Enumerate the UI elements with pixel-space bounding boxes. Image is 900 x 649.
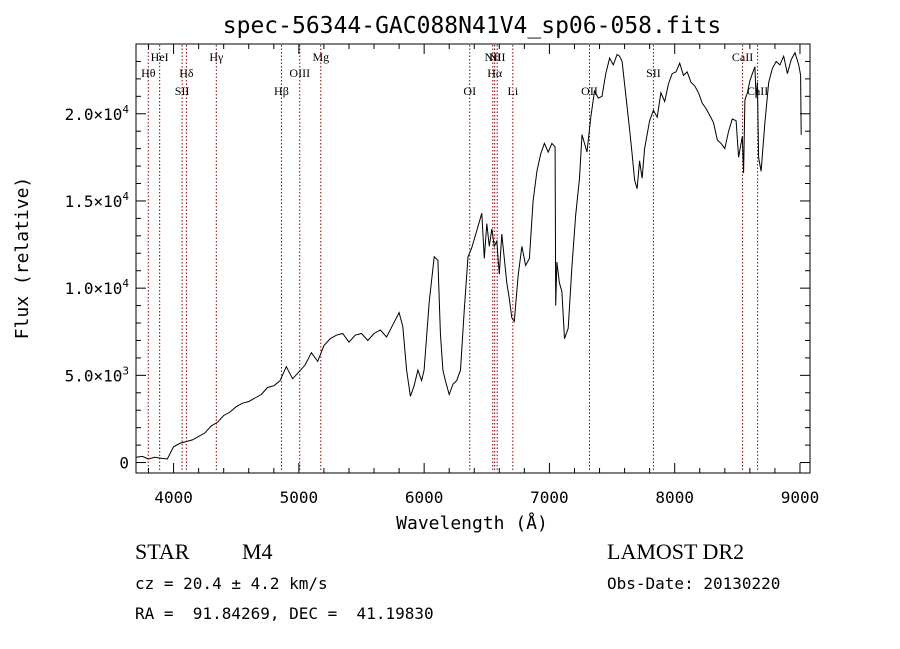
spectrum-series-line xyxy=(135,51,802,460)
spectral-line-label-4: Hγ xyxy=(209,50,224,64)
spectral-line-label-12: Li xyxy=(508,84,519,98)
y-tick-label: 1.5×104 xyxy=(65,190,130,211)
x-tick-label: 6000 xyxy=(405,488,444,507)
y-axis-ticks: 0 5.0×103 1.0×104 1.5×104 2.0×104 xyxy=(65,43,810,473)
x-tick-label: 7000 xyxy=(530,488,569,507)
spectral-line-label-1: HeI xyxy=(151,50,169,64)
survey-name: LAMOST DR2 xyxy=(607,539,745,564)
plot-area xyxy=(135,43,811,474)
spectral-line-markers xyxy=(147,45,759,472)
spectral-line-label-7: Mg xyxy=(312,50,329,64)
x-tick-label: 9000 xyxy=(781,488,820,507)
object-subclass: M4 xyxy=(242,539,273,564)
spectral-line-label-8: OI xyxy=(463,84,476,98)
spectral-line-label-11: NII xyxy=(489,50,506,64)
x-tick-label: 8000 xyxy=(655,488,694,507)
chart-title: spec-56344-GAC088N41V4_sp06-058.fits xyxy=(223,13,722,39)
spectral-line-label-14: SII xyxy=(646,66,661,80)
spectral-line-label-3: Hδ xyxy=(179,66,194,80)
spectral-line-label-10: Hα xyxy=(487,66,503,80)
spectral-line-label-5: Hβ xyxy=(274,84,289,98)
y-tick-label: 5.0×103 xyxy=(65,364,129,385)
plot-frame xyxy=(135,43,811,474)
y-axis-label: Flux (relative) xyxy=(12,177,33,340)
x-tick-label: 4000 xyxy=(154,488,193,507)
spectral-line-label-0: Hθ xyxy=(141,66,156,80)
x-axis-label: Wavelength (Å) xyxy=(396,512,548,534)
redshift-velocity: cz = 20.4 ± 4.2 km/s xyxy=(135,574,328,593)
spectral-line-label-2: SII xyxy=(175,84,190,98)
sky-coordinates: RA = 91.84269, DEC = 41.19830 xyxy=(135,604,434,623)
observation-date: Obs-Date: 20130220 xyxy=(607,574,781,593)
spectral-line-label-15: CaII xyxy=(732,50,753,64)
x-tick-label: 5000 xyxy=(280,488,319,507)
y-tick-label: 1.0×104 xyxy=(65,277,130,298)
y-tick-label: 2.0×104 xyxy=(65,103,130,124)
y-tick-label: 0 xyxy=(119,454,129,473)
spectral-line-label-9: NII xyxy=(484,50,501,64)
spectral-line-label-13: OII xyxy=(581,84,598,98)
x-axis-ticks: 4000 5000 6000 7000 8000 9000 xyxy=(148,44,820,507)
object-class: STAR xyxy=(135,539,190,564)
spectral-line-label-6: OIII xyxy=(289,66,310,80)
